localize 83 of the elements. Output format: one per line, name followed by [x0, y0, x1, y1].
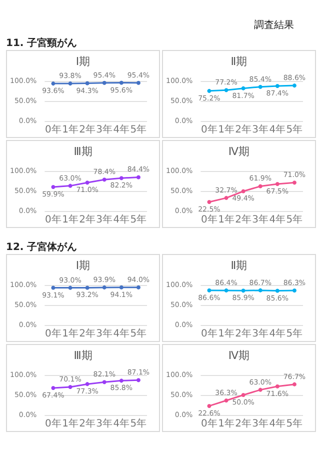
x-tick-label: 1年: [218, 124, 234, 136]
chart-title: Ⅳ期: [228, 349, 250, 362]
point: [224, 398, 228, 402]
x-tick-label: 0年: [45, 214, 62, 226]
chart-title: Ⅰ期: [76, 259, 90, 272]
x-tick-label: 5年: [130, 124, 147, 136]
point: [241, 189, 246, 194]
x-tick-label: 4年: [269, 328, 286, 340]
chart-title: Ⅱ期: [230, 55, 248, 68]
x-tick-label: 3年: [252, 214, 269, 226]
point: [275, 182, 280, 186]
x-tick-label: 5年: [286, 124, 303, 136]
point: [207, 404, 212, 408]
point: [136, 378, 140, 382]
x-tick-label: 1年: [62, 214, 78, 226]
point: [102, 178, 106, 182]
x-tick-label: 3年: [96, 124, 113, 136]
point: [292, 180, 296, 185]
x-tick-label: 2年: [235, 418, 252, 430]
point: [136, 175, 140, 180]
x-tick-label: 2年: [235, 328, 252, 340]
x-tick-label: 4年: [113, 328, 130, 340]
point: [241, 393, 246, 397]
x-tick-label: 3年: [96, 418, 113, 430]
x-tick-label: 0年: [201, 124, 218, 136]
x-tick-label: 5年: [286, 418, 303, 430]
point: [68, 384, 72, 389]
x-tick-label: 1年: [62, 328, 78, 340]
x-tick-label: 2年: [235, 124, 252, 136]
x-tick-label: 2年: [79, 328, 96, 340]
point: [258, 388, 262, 392]
x-tick-label: 0年: [201, 418, 218, 430]
x-tick-label: 3年: [252, 328, 269, 340]
point: [119, 378, 124, 383]
point: [51, 386, 56, 390]
x-tick-label: 4年: [113, 214, 130, 226]
x-tick-label: 0年: [201, 214, 218, 226]
x-tick-label: 5年: [130, 418, 147, 430]
x-tick-label: 1年: [62, 124, 78, 136]
chart-subtitle: 11. 子宮頸がん: [6, 36, 78, 50]
x-tick-label: 1年: [218, 418, 234, 430]
chart-subtitle: 12. 子宮体がん: [6, 240, 78, 254]
point: [292, 382, 296, 386]
x-tick-label: 5年: [286, 328, 303, 340]
point: [119, 176, 124, 180]
x-tick-label: 2年: [79, 214, 96, 226]
chart-title: Ⅲ期: [74, 349, 92, 362]
x-tick-label: 5年: [130, 214, 147, 226]
point: [102, 380, 106, 384]
x-tick-label: 1年: [62, 418, 78, 430]
point: [85, 382, 90, 386]
chart-title: Ⅳ期: [228, 145, 250, 158]
chart-title: Ⅱ期: [230, 259, 248, 272]
x-tick-label: 3年: [96, 214, 113, 226]
chart-title: Ⅲ期: [74, 145, 92, 158]
point: [51, 185, 56, 190]
point: [85, 180, 90, 185]
x-tick-label: 0年: [45, 328, 62, 340]
x-tick-label: 3年: [252, 124, 269, 136]
x-tick-label: 0年: [45, 418, 62, 430]
x-tick-label: 1年: [218, 328, 234, 340]
x-tick-label: 2年: [235, 214, 252, 226]
x-tick-label: 0年: [201, 328, 218, 340]
point: [258, 184, 262, 188]
point: [68, 184, 72, 188]
x-tick-label: 4年: [269, 418, 286, 430]
point: [275, 384, 280, 388]
x-tick-label: 4年: [269, 124, 286, 136]
x-tick-label: 5年: [130, 328, 147, 340]
x-tick-label: 5年: [286, 214, 303, 226]
x-tick-label: 2年: [79, 124, 96, 136]
x-tick-label: 2年: [79, 418, 96, 430]
x-tick-label: 4年: [113, 124, 130, 136]
x-tick-label: 4年: [269, 214, 286, 226]
x-tick-label: 3年: [252, 418, 269, 430]
x-tick-label: 4年: [113, 418, 130, 430]
x-tick-label: 1年: [218, 214, 234, 226]
point: [224, 196, 228, 200]
text: 調査結果: [254, 20, 294, 31]
chart-title: Ⅰ期: [76, 55, 90, 68]
x-tick-label: 3年: [96, 328, 113, 340]
point: [207, 200, 212, 204]
x-tick-label: 0年: [45, 124, 62, 136]
